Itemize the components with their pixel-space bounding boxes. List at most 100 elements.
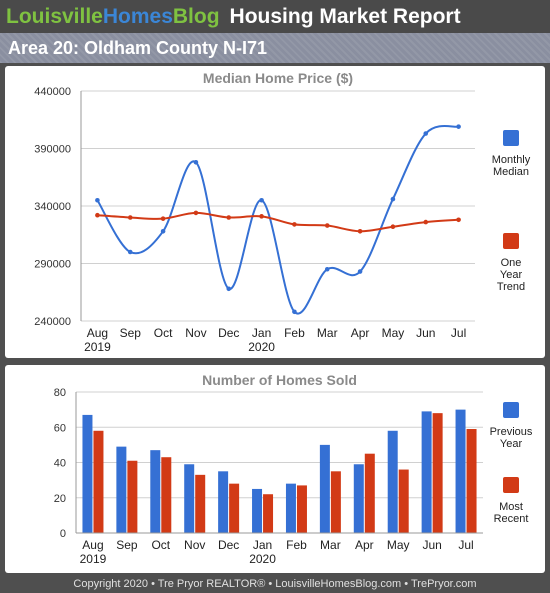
data-point — [390, 224, 396, 229]
data-point — [160, 229, 166, 234]
bar — [364, 453, 375, 533]
x-tick-label: Feb — [286, 538, 307, 552]
data-point — [95, 212, 100, 218]
brand-blog: Blog — [172, 4, 220, 28]
bar — [161, 457, 172, 533]
legend-label: Year — [500, 438, 523, 450]
x-tick-label: May — [387, 538, 410, 552]
x-year-label: 2020 — [248, 340, 275, 354]
x-tick-label: Sep — [120, 326, 142, 340]
bar — [195, 474, 206, 533]
bar — [330, 471, 341, 533]
legend-label: Most — [499, 501, 523, 513]
y-tick-label: 60 — [54, 422, 66, 434]
legend-label: Monthly — [492, 154, 531, 166]
footer-copyright: Copyright 2020 • Tre Pryor REALTOR® • Lo… — [73, 578, 477, 590]
bar — [466, 429, 477, 533]
data-point — [357, 269, 363, 274]
data-point — [95, 197, 100, 203]
data-point — [324, 266, 330, 272]
x-tick-label: Nov — [185, 326, 206, 340]
data-point — [357, 229, 363, 234]
legend-label: Year — [500, 269, 523, 281]
x-tick-label: Jun — [422, 538, 441, 552]
bar — [150, 450, 161, 533]
x-tick-label: Jan — [252, 326, 271, 340]
data-point — [324, 223, 330, 228]
data-point — [259, 214, 264, 219]
bar — [229, 483, 240, 533]
bar — [285, 483, 296, 533]
legend-swatch — [503, 402, 519, 418]
y-tick-label: 20 — [54, 493, 66, 505]
x-tick-label: Aug — [87, 326, 108, 340]
data-point — [292, 309, 297, 315]
bar — [252, 488, 263, 533]
y-tick-label: 290000 — [34, 259, 71, 271]
x-tick-label: Oct — [151, 538, 170, 552]
legend-label: Trend — [497, 281, 525, 293]
legend-label: Median — [493, 166, 529, 178]
x-tick-label: Oct — [154, 326, 173, 340]
x-tick-label: Sep — [116, 538, 138, 552]
bar — [116, 446, 127, 533]
x-tick-label: Jan — [253, 538, 272, 552]
data-point — [292, 222, 297, 227]
area-title: Area 20: Oldham County N-I71 — [8, 37, 268, 58]
median-price-panel: Median Home Price ($) 240000 290000 340000 3… — [5, 66, 545, 358]
data-point — [127, 249, 133, 255]
data-point — [390, 196, 396, 202]
report-header: Louisville Homes Blog Housing Market Repor… — [0, 0, 550, 33]
bar — [82, 414, 93, 533]
bar — [387, 430, 398, 533]
data-point — [423, 219, 429, 225]
data-point — [226, 286, 232, 292]
data-point — [423, 131, 429, 136]
brand-louisville: Louisville — [6, 4, 103, 28]
report-title: Housing Market Report — [229, 4, 461, 28]
legend-swatch — [503, 233, 519, 249]
bar — [319, 444, 330, 533]
bar — [127, 460, 138, 533]
x-year-label: 2019 — [84, 340, 111, 354]
x-tick-label: Aug — [82, 538, 103, 552]
area-banner: Area 20: Oldham County N-I71 — [0, 33, 550, 63]
bar — [218, 471, 229, 533]
x-tick-label: Dec — [218, 326, 239, 340]
x-tick-label: Jul — [458, 538, 473, 552]
bar — [184, 464, 195, 533]
x-tick-label: Mar — [317, 326, 338, 340]
data-point — [226, 215, 232, 220]
homes-sold-panel: Number of Homes Sold 0 20 40 60 80 Aug 2019 Sep O… — [5, 365, 545, 573]
legend-swatch — [503, 477, 519, 493]
y-tick-label: 40 — [54, 458, 66, 470]
bar — [93, 430, 104, 533]
data-point — [193, 210, 199, 216]
bar — [421, 411, 432, 533]
x-tick-label: Jun — [416, 326, 435, 340]
x-tick-label: Apr — [355, 538, 374, 552]
series-line — [97, 211, 459, 233]
y-tick-label: 240000 — [34, 316, 71, 328]
data-point — [259, 197, 264, 203]
x-tick-label: Jul — [451, 326, 466, 340]
data-point — [193, 160, 199, 165]
y-tick-label: 80 — [54, 387, 66, 399]
legend-label: One — [501, 257, 522, 269]
data-point — [160, 216, 166, 221]
data-point — [456, 124, 461, 129]
legend-label: Previous — [490, 426, 533, 438]
data-point — [456, 217, 461, 223]
legend-label: Recent — [494, 513, 529, 525]
x-tick-label: Apr — [351, 326, 370, 340]
x-tick-label: Nov — [184, 538, 205, 552]
bar — [296, 485, 307, 533]
x-tick-label: Mar — [320, 538, 341, 552]
y-tick-label: 0 — [60, 528, 66, 540]
chart-title: Number of Homes Sold — [202, 372, 357, 388]
bar — [432, 413, 443, 533]
brand-homes: Homes — [102, 4, 173, 28]
x-tick-label: Feb — [284, 326, 305, 340]
bar — [455, 409, 466, 533]
